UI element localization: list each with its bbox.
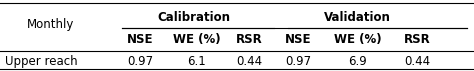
Text: NSE: NSE [127,33,153,46]
Text: 0.44: 0.44 [236,55,262,68]
Text: 0.97: 0.97 [285,55,312,68]
Text: NSE: NSE [285,33,312,46]
Text: WE (%): WE (%) [334,33,382,46]
Text: WE (%): WE (%) [173,33,220,46]
Text: RSR: RSR [404,33,430,46]
Text: 6.1: 6.1 [187,55,206,68]
Text: Calibration: Calibration [157,11,230,24]
Text: 0.97: 0.97 [127,55,153,68]
Text: Upper reach: Upper reach [5,55,77,68]
Text: 0.44: 0.44 [404,55,430,68]
Text: Validation: Validation [323,11,391,24]
Text: RSR: RSR [236,33,262,46]
Text: 6.9: 6.9 [348,55,367,68]
Text: Monthly: Monthly [27,18,74,31]
